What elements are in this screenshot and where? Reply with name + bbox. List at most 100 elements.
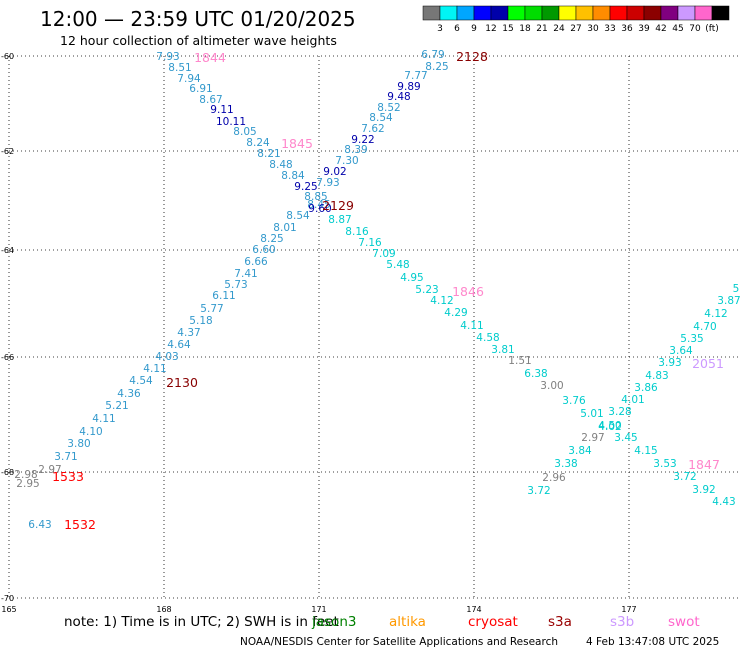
wave-height-label: 3.28 [608,406,631,418]
colorbar-swatch [490,5,509,21]
colorbar-swatch [524,5,543,21]
wave-height-label: 8.51 [168,62,191,74]
wave-height-label: 4.02 [598,421,621,433]
wave-height-label: 7.93 [156,51,179,63]
satellite-legend-item: cryosat [468,614,518,630]
wave-height-label: 8.39 [344,144,367,156]
satellite-legend-item: swot [668,614,700,630]
wave-height-label: 8.48 [269,159,292,171]
pass-time-label: 2130 [166,375,198,390]
wave-height-label: 8.54 [369,112,393,124]
wave-height-label: 9.02 [323,166,346,178]
wave-height-label: 8.52 [377,102,400,114]
wave-height-label: 6.79 [421,49,444,61]
colorbar-swatch [507,5,526,21]
wave-height-label: 6.66 [244,256,268,268]
wave-height-label: 3.72 [673,471,696,483]
colorbar-swatch [592,5,611,21]
wave-height-label: 9.48 [387,91,410,103]
altimeter-tracks: 7.938.517.946.918.679.1110.118.058.248.2… [14,49,740,531]
colorbar-swatch [643,5,662,21]
wave-height-label: 6.91 [189,83,212,95]
colorbar-swatch [422,5,441,21]
wave-height-label: 5.23 [415,284,438,296]
wave-height-label: 1.51 [508,355,531,367]
wave-height-label: 4.01 [621,394,644,406]
wave-height-label: 7.41 [234,268,257,280]
map-title: 12:00 — 23:59 UTC 01/20/2025 [40,7,356,31]
longitude-label: 171 [311,605,326,614]
longitude-label: 177 [621,605,636,614]
wave-height-label: 4.43 [712,496,735,508]
wave-height-label: 7.94 [177,73,201,85]
wave-height-label: 3.84 [568,445,592,457]
wave-height-label: 3.38 [554,458,577,470]
colorbar-label: 39 [638,24,650,34]
satellite-legend-item: jason3 [311,614,356,630]
wave-height-label: 7.30 [335,155,358,167]
wave-height-label: 4.12 [704,308,727,320]
wave-height-label: 8.85 [304,191,327,203]
pass-time-label: 1847 [688,457,720,472]
wave-height-label: 8.84 [281,170,305,182]
pass-time-label: 2128 [456,49,488,64]
wave-height-label: 3.80 [67,438,90,450]
wave-height-label: 5.7 [733,283,740,295]
colorbar-swatch [660,5,679,21]
colorbar-label: 33 [604,24,615,34]
wave-height-label: 2.96 [542,472,566,484]
colorbar-label: 24 [553,24,565,34]
wave-height-label: 5.21 [105,400,128,412]
longitude-label: 165 [1,605,16,614]
wave-height-label: 4.54 [129,375,153,387]
latitude-label: -66 [1,353,14,362]
wave-height-label: 9.25 [294,181,317,193]
colorbar-label: 12 [485,24,496,34]
wave-height-label: 4.03 [155,351,178,363]
pass-time-label: 2129 [322,198,354,213]
wave-height-label: 7.62 [361,123,384,135]
wave-height-label: 5.01 [580,408,603,420]
latitude-label: -60 [1,52,14,61]
wave-height-label: 8.25 [260,233,283,245]
wave-height-label: 3.71 [54,451,77,463]
wave-height-label: 3.81 [491,344,514,356]
wave-height-label: 8.87 [328,214,351,226]
latitude-label: -64 [1,246,14,255]
wave-height-label: 3.93 [658,357,681,369]
footer-credit: NOAA/NESDIS Center for Satellite Applica… [240,636,558,648]
wave-height-label: 8.21 [257,148,280,160]
wave-height-label: 7.77 [404,70,427,82]
map-subtitle: 12 hour collection of altimeter wave hei… [60,33,337,48]
wave-height-label: 5.35 [680,333,703,345]
wave-height-label: 7.16 [358,237,382,249]
wave-height-label: 3.53 [653,458,676,470]
colorbar-swatch [711,5,730,21]
wave-height-label: 6.43 [28,519,51,531]
footer-note: note: 1) Time is in UTC; 2) SWH is in fe… [64,614,339,630]
wave-height-label: 2.97 [581,432,604,444]
wave-height-label: 8.54 [286,210,310,222]
latitude-label: -62 [1,147,14,156]
wave-height-label: 4.64 [167,339,191,351]
wave-height-label: 4.36 [117,388,141,400]
latitude-labels: -60 -62 -64 -66 -68 -70 [1,52,14,603]
colorbar-swatch [456,5,475,21]
pass-time-label: 1846 [452,284,484,299]
wave-height-label: 3.45 [614,432,637,444]
longitude-label: 168 [156,605,171,614]
satellite-legend: jason3 altika cryosat s3a s3b swot [311,614,700,630]
wave-height-label: 4.95 [400,272,423,284]
footer-timestamp: 4 Feb 13:47:08 UTC 2025 [586,636,719,648]
colorbar-label: 18 [519,24,531,34]
wave-height-label: 3.00 [540,380,563,392]
colorbar-swatch [677,5,696,21]
colorbar-swatch [439,5,458,21]
longitude-labels: 165 168 171 174 177 [1,605,636,614]
wave-height-label: 8.25 [425,61,448,73]
wave-height-label: 3.87 [717,295,740,307]
wave-height-label: 5.77 [200,303,223,315]
satellite-legend-item: s3a [548,614,572,630]
